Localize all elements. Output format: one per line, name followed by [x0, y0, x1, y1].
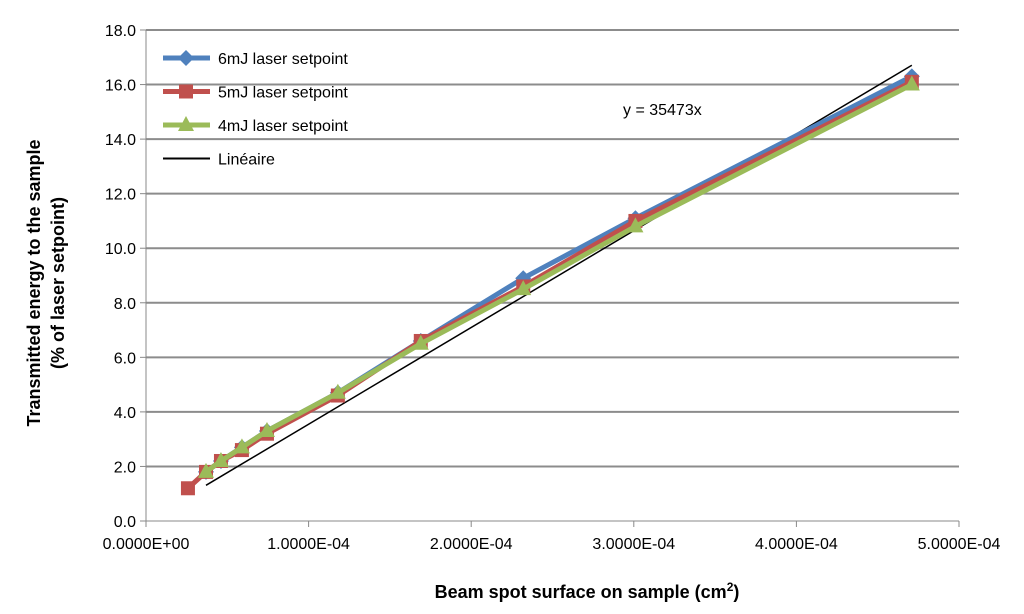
legend-label: 4mJ laser setpoint — [218, 118, 348, 135]
triangle-marker — [903, 75, 920, 91]
triangle-marker — [197, 462, 214, 478]
legend: 6mJ laser setpoint 5mJ laser setpoint 4mJ … — [163, 50, 348, 169]
triangle-marker — [329, 383, 346, 399]
triangle-marker — [178, 116, 194, 131]
x-axis-title-main: Beam spot surface on sample (cm — [435, 582, 727, 602]
series-triangle — [197, 75, 920, 478]
square-marker — [180, 481, 195, 496]
y-tick-label: 16.0 — [105, 78, 136, 95]
y-axis-title-2: (% of laser setpoint) — [48, 197, 68, 369]
y-axis-title-line1: Transmitted energy to the sample — [24, 139, 44, 426]
y-axis-title-line2: (% of laser setpoint) — [48, 197, 68, 369]
legend-label: 6mJ laser setpoint — [218, 51, 348, 68]
triangle-marker — [515, 280, 532, 296]
diamond-marker — [178, 50, 194, 66]
y-tick-label: 18.0 — [105, 23, 136, 40]
x-axis-title-end: ) — [733, 582, 739, 602]
triangle-marker — [627, 217, 644, 233]
triangle-marker — [212, 451, 229, 467]
x-tick-label: 4.0000E-04 — [755, 536, 838, 553]
x-axis-title: Beam spot surface on sample (cm2) — [435, 580, 740, 602]
y-tick-label: 12.0 — [105, 187, 136, 204]
y-tick-label: 2.0 — [114, 459, 136, 476]
x-tick-label: 3.0000E-04 — [592, 536, 675, 553]
y-tick-label: 8.0 — [114, 296, 136, 313]
series-line — [204, 82, 913, 474]
x-axis-title-sup: 2 — [727, 580, 734, 594]
y-tick-label: 6.0 — [114, 350, 136, 367]
triangle-marker — [233, 438, 250, 454]
y-tick-label: 10.0 — [105, 241, 136, 258]
square-marker — [179, 84, 193, 99]
x-tick-label: 5.0000E-04 — [918, 536, 1001, 553]
y-tick-label: 0.0 — [114, 514, 136, 531]
x-tick-label: 2.0000E-04 — [430, 536, 513, 553]
y-axis-title: Transmitted energy to the sample — [24, 139, 44, 426]
legend-label: 5mJ laser setpoint — [218, 85, 348, 102]
triangle-marker — [258, 421, 275, 437]
y-tick-label: 4.0 — [114, 405, 136, 422]
x-tick-label: 0.0000E+00 — [103, 536, 190, 553]
x-tick-label: 1.0000E-04 — [267, 536, 350, 553]
trendline-equation: y = 35473x — [623, 102, 702, 119]
y-tick-label: 14.0 — [105, 132, 136, 149]
triangle-marker — [412, 334, 429, 350]
legend-label: Linéaire — [218, 152, 275, 169]
